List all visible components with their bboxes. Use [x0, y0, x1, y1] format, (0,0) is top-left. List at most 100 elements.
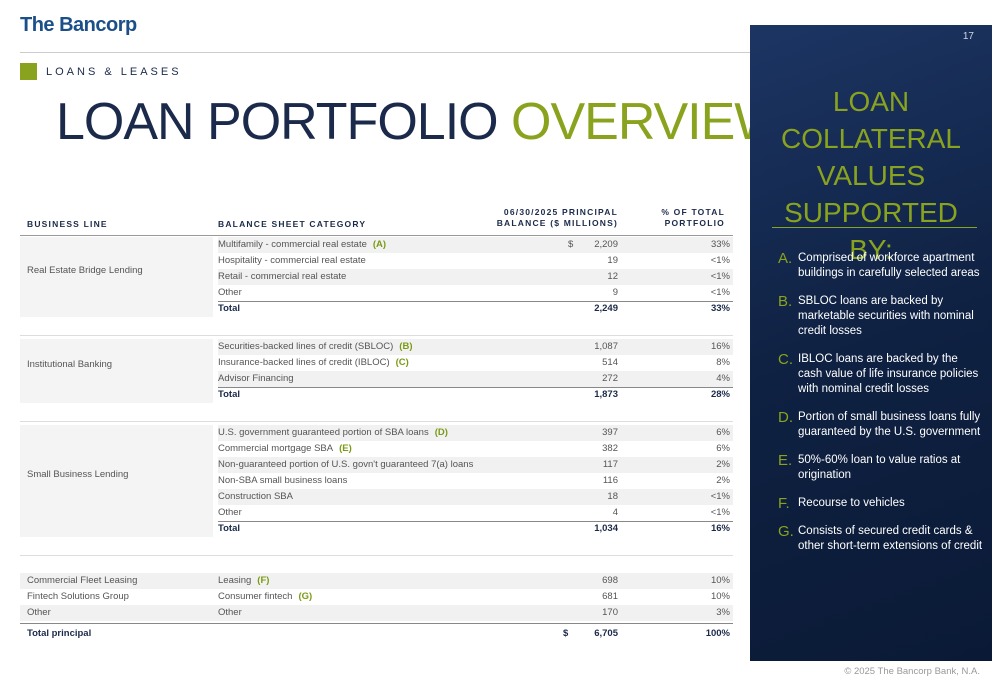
- category: U.S. government guaranteed portion of SB…: [218, 427, 429, 438]
- column-header: % OF TOTAL PORTFOLIO: [661, 207, 725, 228]
- section-marker: [20, 63, 37, 80]
- percent: <1%: [710, 255, 730, 266]
- category-cell: Other: [218, 605, 242, 621]
- balance: 681: [602, 591, 618, 602]
- percent: 28%: [710, 389, 730, 400]
- balance: 1,034: [594, 523, 618, 534]
- collateral-item: B. SBLOC loans are backed by marketable s…: [778, 294, 983, 339]
- currency: $: [568, 239, 574, 250]
- group-rule: [20, 421, 733, 422]
- percent: 33%: [710, 239, 730, 250]
- tag: (E): [339, 443, 352, 454]
- balance: 170: [602, 607, 618, 618]
- category: Advisor Financing: [218, 373, 294, 384]
- item-letter: A.: [778, 250, 793, 267]
- item-letter: B.: [778, 293, 793, 310]
- category: Other: [218, 607, 242, 618]
- divider: [20, 52, 750, 53]
- total-rule: [218, 301, 733, 302]
- item-text: 50%-60% loan to value ratios at originat…: [798, 454, 961, 481]
- title: LOAN PORTFOLIO OVERVIEW: [56, 92, 783, 152]
- category: Multifamily - commercial real estate: [218, 239, 367, 250]
- balance: 6,705: [594, 628, 618, 639]
- business-line: Commercial Fleet Leasing: [27, 575, 138, 586]
- title-main: LOAN PORTFOLIO: [56, 93, 499, 151]
- percent: <1%: [710, 287, 730, 298]
- item-letter: E.: [778, 452, 793, 469]
- category-cell: Commercial mortgage SBA (E): [218, 441, 352, 457]
- tag: (A): [372, 239, 387, 250]
- category-cell: Retail - commercial real estate: [218, 269, 346, 285]
- item-letter: G.: [778, 523, 794, 540]
- business-shade: [20, 339, 213, 403]
- balance: 698: [602, 575, 618, 586]
- row-shade: [218, 489, 733, 505]
- business-line: Small Business Lending: [27, 469, 129, 480]
- tag: (D): [434, 427, 448, 438]
- total-rule: [218, 521, 733, 522]
- group-rule: [20, 555, 733, 556]
- collateral-item: C. IBLOC loans are backed by the cash val…: [778, 352, 983, 397]
- category-cell: Total: [218, 387, 240, 403]
- item-text: SBLOC loans are backed by marketable sec…: [798, 295, 974, 337]
- category: Total: [218, 389, 240, 400]
- column-header: BUSINESS LINE: [27, 219, 108, 229]
- row-shade: [218, 371, 733, 387]
- category: Retail - commercial real estate: [218, 271, 347, 282]
- percent: 2%: [716, 475, 730, 486]
- percent: 3%: [716, 607, 730, 618]
- balance: 1,873: [594, 389, 618, 400]
- item-text: Portion of small business loans fully gu…: [798, 411, 981, 438]
- tag: (B): [399, 341, 413, 352]
- category: Other: [218, 507, 242, 518]
- balance: 2,249: [594, 303, 618, 314]
- category-cell: Non-guaranteed portion of U.S. govn't gu…: [218, 457, 473, 473]
- category: Hospitality - commercial real estate: [218, 255, 366, 266]
- business-line: Real Estate Bridge Lending: [27, 265, 143, 276]
- balance: 117: [602, 459, 618, 470]
- row-shade: [218, 339, 733, 355]
- sidebar-list: A. Comprised of workforce apartment build…: [778, 251, 983, 567]
- column-header: BALANCE SHEET CATEGORY: [218, 219, 367, 229]
- category-cell: Non-SBA small business loans: [218, 473, 347, 489]
- category-cell: Other: [218, 285, 242, 301]
- category-cell: Other: [218, 505, 242, 521]
- category-cell: Total: [218, 521, 240, 537]
- business-shade: [20, 237, 213, 317]
- item-text: Comprised of workforce apartment buildin…: [798, 252, 980, 279]
- business-shade: [20, 425, 213, 537]
- category: Non-guaranteed portion of U.S. govn't gu…: [218, 459, 474, 470]
- currency: $: [563, 628, 569, 639]
- percent: 6%: [716, 443, 730, 454]
- percent: 10%: [710, 591, 730, 602]
- balance: 397: [602, 427, 618, 438]
- tag: (G): [298, 591, 313, 602]
- category-cell: Total: [218, 301, 240, 317]
- percent: 6%: [716, 427, 730, 438]
- collateral-item: G. Consists of secured credit cards & oth…: [778, 524, 983, 554]
- percent: 33%: [710, 303, 730, 314]
- percent: 4%: [716, 373, 730, 384]
- balance: 2,209: [594, 239, 618, 250]
- category-cell: Construction SBA: [218, 489, 293, 505]
- business-line: Other: [27, 607, 51, 618]
- section-label: LOANS & LEASES: [46, 66, 182, 78]
- category-cell: Multifamily - commercial real estate (A): [218, 237, 386, 253]
- page-number: 17: [962, 31, 974, 42]
- item-letter: D.: [778, 409, 793, 426]
- collateral-item: A. Comprised of workforce apartment build…: [778, 251, 983, 281]
- category: Other: [218, 287, 242, 298]
- tag: (C): [395, 357, 409, 368]
- category: Leasing: [218, 575, 252, 586]
- business-line: Institutional Banking: [27, 359, 113, 370]
- category: Non-SBA small business loans: [218, 475, 348, 486]
- percent: 100%: [705, 628, 730, 639]
- business-line: Total principal: [27, 628, 92, 639]
- percent: 2%: [716, 459, 730, 470]
- sidebar-rule: [772, 227, 977, 228]
- row-shade: [20, 605, 733, 621]
- sidebar: 17 LOAN COLLATERAL VALUES SUPPORTED BY: …: [750, 25, 992, 661]
- total-rule: [218, 387, 733, 388]
- category-cell: Hospitality - commercial real estate: [218, 253, 366, 269]
